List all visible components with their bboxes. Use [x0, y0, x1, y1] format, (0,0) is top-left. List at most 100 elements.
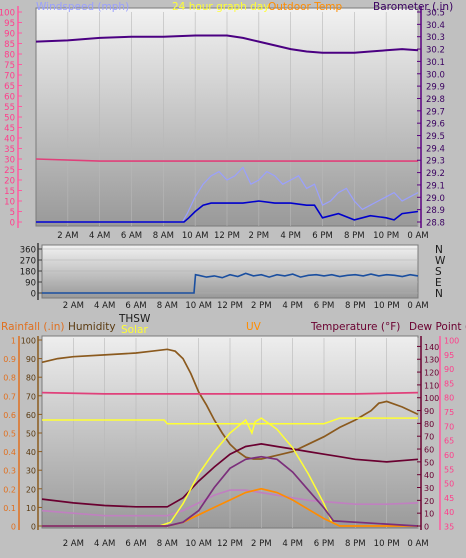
wind-time-tick: 2 AM [57, 231, 78, 241]
dew-point-axis: 35 40 45 50 55 60 65 70 75 80 85 90 95 100 [444, 337, 459, 532]
barometer-tick: 29.1 [426, 181, 445, 191]
windspeed-tick: 60 [4, 93, 15, 103]
dew-point-legend: Dew Point (°F) [409, 321, 466, 333]
series-solar [42, 417, 341, 527]
wind-direction-time-tick: 10 AM [185, 301, 212, 311]
windspeed-axis: 0510152025303540455055606570758085909510… [0, 9, 22, 229]
windspeed-tick: 80 [4, 51, 15, 61]
temperature-time-tick: 10 AM [185, 539, 212, 549]
wind-time-tick: 10 PM [373, 231, 399, 241]
windspeed-tick: 50 [4, 114, 15, 124]
wind-direction-time-tick: 8 PM [345, 301, 366, 311]
windspeed-tick: 35 [4, 145, 15, 155]
dew-point-tick: 45 [444, 494, 454, 503]
windspeed-tick: 85 [4, 40, 15, 50]
temperature-time-axis: 2 AM 4 AM 6 AM 8 AM 10 AM 12 PM 2 PM 4 PM 6 PM 8 … [63, 539, 429, 549]
series-thsw [41, 443, 419, 508]
barometer-tick: 29.3 [426, 157, 445, 167]
wind-time-tick: 8 PM [344, 231, 365, 241]
rainfall-tick: 0.5 [3, 430, 16, 439]
wind-plot-grid [67, 12, 419, 226]
wind-time-tick: 6 AM [121, 231, 142, 241]
windspeed-tick: 5 [10, 208, 15, 218]
wind-time-tick: 4 PM [280, 231, 301, 241]
wind-direction-time-tick: 2 PM [251, 301, 272, 311]
humidity-tick: 90 [26, 355, 36, 364]
wind-time-tick: 2 PM [249, 231, 270, 241]
rainfall-tick: 0.4 [3, 448, 16, 457]
temperature-series [41, 348, 419, 527]
dew-point-tick: 85 [444, 379, 454, 388]
humidity-legend: Humidity [68, 321, 116, 333]
windspeed-tick: 45 [4, 124, 15, 134]
temperature-tick: 20 [424, 497, 434, 506]
compass-e: E [435, 277, 442, 289]
wind-direction-tick: 360 [20, 246, 36, 256]
windspeed-tick: 40 [4, 135, 15, 145]
series-windspeed-avg [36, 200, 419, 223]
humidity-axis: 0 10 20 30 40 50 60 70 80 90 100 [21, 337, 42, 532]
humidity-tick: 10 [26, 504, 36, 513]
rainfall-axis: 0 0.1 0.2 0.3 0.4 0.5 0.6 0.7 0.8 0.9 1 [3, 337, 16, 532]
windspeed-tick: 30 [4, 156, 15, 166]
windspeed-tick: 15 [4, 187, 15, 197]
windspeed-tick: 90 [4, 30, 15, 40]
rainfall-tick: 0.6 [3, 411, 16, 420]
humidity-tick: 40 [26, 448, 36, 457]
wind-direction-time-tick: 6 AM [125, 301, 146, 311]
barometer-tick: 28.8 [426, 219, 445, 229]
windspeed-tick: 55 [4, 103, 15, 113]
series-solar-band [42, 417, 418, 425]
wind-time-tick: 10 AM [182, 231, 209, 241]
thsw-legend: THSW [118, 313, 151, 325]
temperature-tick: 120 [424, 369, 439, 378]
temperature-tick: 80 [424, 420, 434, 429]
barometer-tick: 29.5 [426, 132, 445, 142]
humidity-tick: 20 [26, 485, 36, 494]
outdoor-temp-legend: Outdoor Temp [268, 1, 343, 13]
wind-time-tick: 4 AM [89, 231, 110, 241]
dew-point-tick: 55 [444, 465, 454, 474]
dew-point-tick: 65 [444, 437, 454, 446]
wind-time-tick: 6 PM [312, 231, 333, 241]
wind-plot-series [35, 34, 419, 223]
dew-point-tick: 40 [444, 508, 454, 517]
windspeed-tick: 10 [4, 198, 15, 208]
barometer-tick: 30.0 [426, 70, 445, 80]
barometer-axis: 28.8 28.9 29.0 29.1 29.2 29.3 29.4 29.5 29.6 29.7… [417, 9, 445, 229]
windspeed-tick: 20 [4, 177, 15, 187]
series-dew-point [41, 391, 419, 395]
windspeed-tick: 70 [4, 72, 15, 82]
temperature-tick: 40 [424, 471, 434, 480]
compass-s: S [435, 266, 442, 278]
wind-time-axis: 2 AM 4 AM 6 AM 8 AM 10 AM 12 PM 2 PM 4 PM 6 PM 8 … [57, 231, 428, 241]
dew-point-tick: 95 [444, 351, 454, 360]
temperature-time-tick: 8 PM [345, 539, 366, 549]
rainfall-tick: 0.8 [3, 374, 16, 383]
wind-direction-time-tick: 4 AM [94, 301, 115, 311]
temperature-time-tick: 2 PM [251, 539, 272, 549]
series-temperature [41, 489, 419, 517]
temperature-time-tick: 2 AM [63, 539, 84, 549]
series-outdoor-temp [35, 158, 418, 162]
barometer-tick: 29.6 [426, 120, 445, 130]
wind-time-tick: 0 AM [407, 231, 428, 241]
wind-direction-tick: 270 [20, 257, 36, 267]
dew-point-tick: 60 [444, 451, 454, 460]
dew-point-tick: 75 [444, 408, 454, 417]
wind-direction-series [42, 272, 419, 294]
wind-direction-time-tick: 12 PM [217, 301, 243, 311]
barometer-tick: 30.4 [426, 21, 445, 31]
barometer-tick: 30.1 [426, 58, 445, 68]
rainfall-tick: 0.1 [3, 504, 16, 513]
compass-w: W [435, 255, 446, 267]
windspeed-tick: 25 [4, 166, 15, 176]
temperature-time-tick: 4 PM [282, 539, 303, 549]
humidity-tick: 60 [26, 411, 36, 420]
wind-direction-time-tick: 8 AM [157, 301, 178, 311]
temperature-tick: 90 [424, 407, 434, 416]
dew-point-tick: 70 [444, 422, 454, 431]
wind-direction-time-tick: 10 PM [374, 301, 400, 311]
wind-direction-time-tick: 6 PM [314, 301, 335, 311]
